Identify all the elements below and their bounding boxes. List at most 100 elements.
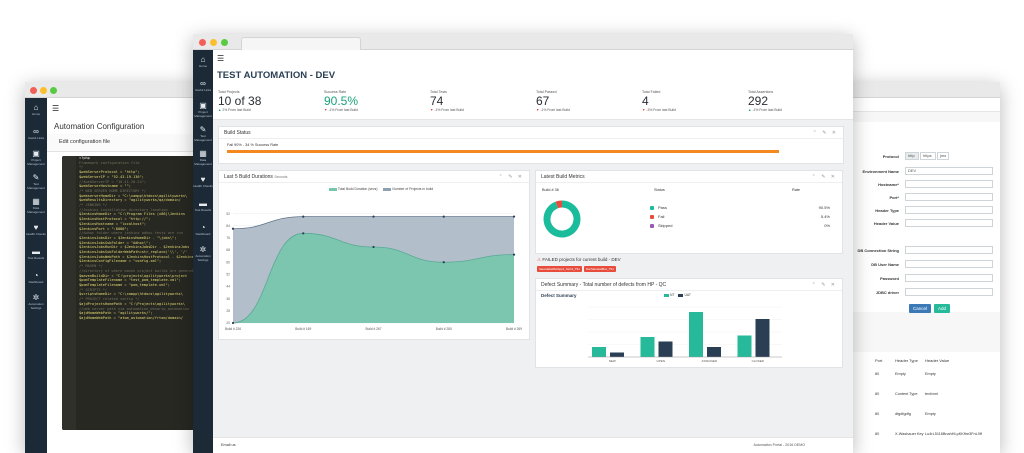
close-window-button[interactable]: [199, 39, 206, 46]
maximize-window-button[interactable]: [50, 87, 57, 94]
form-field-row: DB Connection String: [845, 246, 993, 254]
heart-icon: ♥: [33, 222, 39, 232]
sidebar-item[interactable]: ⌂ Home: [25, 98, 47, 122]
data-point[interactable]: [302, 215, 305, 218]
legend-swatch: [329, 187, 337, 191]
data-point[interactable]: [372, 215, 375, 218]
card-controls-icon[interactable]: ⌃ ✎ ✕: [812, 130, 838, 136]
card-controls-icon[interactable]: ⌃ ✎ ✕: [811, 174, 837, 180]
config-code-editor[interactable]: <?php Framework configuration file */$webS…: [62, 156, 202, 430]
failed-project-badge[interactable]: NonStandardBox_TS1: [583, 266, 616, 272]
email-link[interactable]: Email us: [221, 443, 236, 447]
sidebar-item-label: Automation Settings: [28, 302, 44, 310]
failed-project-badge[interactable]: SaucelabsWebApp1_Sprint_TS1: [537, 266, 582, 272]
sidebar-item[interactable]: ∞ Useful Links: [193, 74, 213, 98]
sidebar-item[interactable]: ▬ Test Results: [25, 242, 47, 266]
failed-projects-title: ⚠ FAILED projects for current build - DE…: [535, 257, 843, 263]
sidebar-item[interactable]: ✲ Automation Settings: [193, 242, 213, 266]
dashboard-sidebar: ⌂ Home ∞ Useful Links ▣ Project Management ✎ Te…: [193, 50, 213, 453]
protocol-jms-option[interactable]: jms: [937, 152, 949, 160]
bar-uat[interactable]: [707, 347, 721, 357]
stat-delta: ▼ -1% From last Build: [536, 108, 626, 112]
menu-toggle-icon[interactable]: ☰: [52, 104, 60, 113]
data-point[interactable]: [442, 261, 445, 264]
donut-slice-fail[interactable]: [555, 200, 563, 209]
form-field-label: Hostname*: [878, 181, 899, 187]
sidebar-item-label: Test Management: [194, 134, 212, 142]
bar-nt[interactable]: [737, 335, 752, 358]
stat-tile: Success Rate 90.5% ▼ -1% From last Build: [324, 90, 414, 112]
data-point[interactable]: [302, 232, 305, 235]
form-field-input[interactable]: [905, 288, 993, 296]
sidebar-item[interactable]: ✎ Test Management: [193, 122, 213, 146]
bar-uat[interactable]: [658, 341, 673, 358]
menu-toggle-icon[interactable]: ☰: [217, 54, 225, 63]
data-point[interactable]: [442, 215, 445, 218]
code-line: $scriptsHomeDir = "C:\xampp\htdocs\agili…: [79, 292, 183, 297]
sidebar-item-label: Automation Settings: [195, 254, 211, 262]
form-field-input[interactable]: [905, 274, 993, 282]
sidebar-item[interactable]: ◔ Dashboard: [193, 218, 213, 242]
sidebar-item[interactable]: ▬ Test Results: [193, 194, 213, 218]
protocol-http-option[interactable]: http: [905, 152, 919, 160]
sidebar-item[interactable]: ♥ Health Checks: [25, 218, 47, 242]
form-field-input[interactable]: [905, 206, 993, 214]
form-field-input[interactable]: [905, 246, 993, 254]
x-tick-label: OPEN: [656, 359, 665, 363]
maximize-window-button[interactable]: [221, 39, 228, 46]
bar-nt[interactable]: [689, 312, 703, 357]
browser-tab[interactable]: [241, 37, 361, 50]
code-line: $JenkinsJobsDir = $JenkinsHomeDir . "\jo…: [79, 235, 177, 240]
build-durations-header: Last 5 Build Durations Seconds ⌃ ✎ ✕: [219, 171, 529, 183]
sidebar-item[interactable]: ✲ Automation Settings: [25, 290, 47, 314]
sidebar-item[interactable]: ▣ Project Management: [25, 146, 47, 170]
form-field-row: DB User Name: [845, 260, 993, 268]
table-row[interactable]: 80 Empty Empty: [875, 372, 995, 376]
arrow-down-icon: ▼: [324, 108, 329, 112]
sidebar-item[interactable]: ♥ Health Checks: [193, 170, 213, 194]
bar-nt[interactable]: [640, 337, 655, 357]
bar-nt[interactable]: [592, 347, 606, 357]
bar-uat[interactable]: [755, 319, 770, 357]
form-field-input[interactable]: DEV: [905, 167, 993, 175]
sidebar-item[interactable]: ✎ Test Management: [25, 170, 47, 194]
form-field-input[interactable]: [905, 193, 993, 201]
form-field-row: JDBC driver: [845, 288, 993, 296]
minimize-window-button[interactable]: [40, 87, 47, 94]
sidebar-item[interactable]: ▦ Data Management: [25, 194, 47, 218]
latest-build-number: Build # 36: [542, 188, 559, 192]
table-row[interactable]: 80 dfgdfgdfg Empty: [875, 412, 995, 416]
sidebar-item[interactable]: ▣ Project Management: [193, 98, 213, 122]
table-row[interactable]: 80 Content Type text/xml: [875, 392, 995, 396]
data-point[interactable]: [372, 245, 375, 249]
bar-uat[interactable]: [610, 352, 624, 358]
dashboard-footer: Email us Automation Portal - 2016 DEMO: [213, 437, 853, 453]
donut-slice-pass[interactable]: [543, 200, 581, 238]
sidebar-item[interactable]: ◔ Dashboard: [25, 266, 47, 290]
form-field-input[interactable]: [905, 219, 993, 227]
data-point[interactable]: [512, 215, 516, 218]
card-controls-icon[interactable]: ⌃ ✎ ✕: [498, 174, 524, 180]
data-point[interactable]: [512, 253, 516, 256]
table-row[interactable]: 80 X-Washauer Key Lu4rL5116BnahHLpKKfhe3Fn…: [875, 432, 995, 436]
card-controls-icon[interactable]: ⌃ ✎ ✕: [811, 282, 837, 288]
metric-swatch: [650, 214, 654, 219]
cancel-button[interactable]: Cancel: [909, 304, 932, 313]
build-durations-title: Last 5 Build Durations: [224, 174, 273, 180]
close-window-button[interactable]: [30, 87, 37, 94]
sidebar-item[interactable]: ∞ Useful Links: [25, 122, 47, 146]
stat-tile: Total Tests 74 ▼ -1% From last Build: [430, 90, 520, 112]
code-line: //Jenkins installation directory locatio…: [79, 207, 168, 212]
table-header-value: Header Value: [925, 358, 950, 363]
minimize-window-button[interactable]: [210, 39, 217, 46]
stat-value: 10 of 38: [218, 94, 262, 108]
form-field-input[interactable]: [905, 180, 993, 188]
add-button[interactable]: Add: [934, 304, 951, 313]
sidebar-item[interactable]: ⌂ Home: [193, 50, 213, 74]
sidebar-item[interactable]: ▦ Data Management: [193, 146, 213, 170]
data-point[interactable]: [231, 321, 235, 325]
data-point[interactable]: [231, 227, 235, 230]
protocol-https-option[interactable]: https: [920, 152, 936, 160]
code-line: $webServerIP = "52.43.19.136";: [79, 174, 144, 179]
form-field-input[interactable]: [905, 260, 993, 268]
